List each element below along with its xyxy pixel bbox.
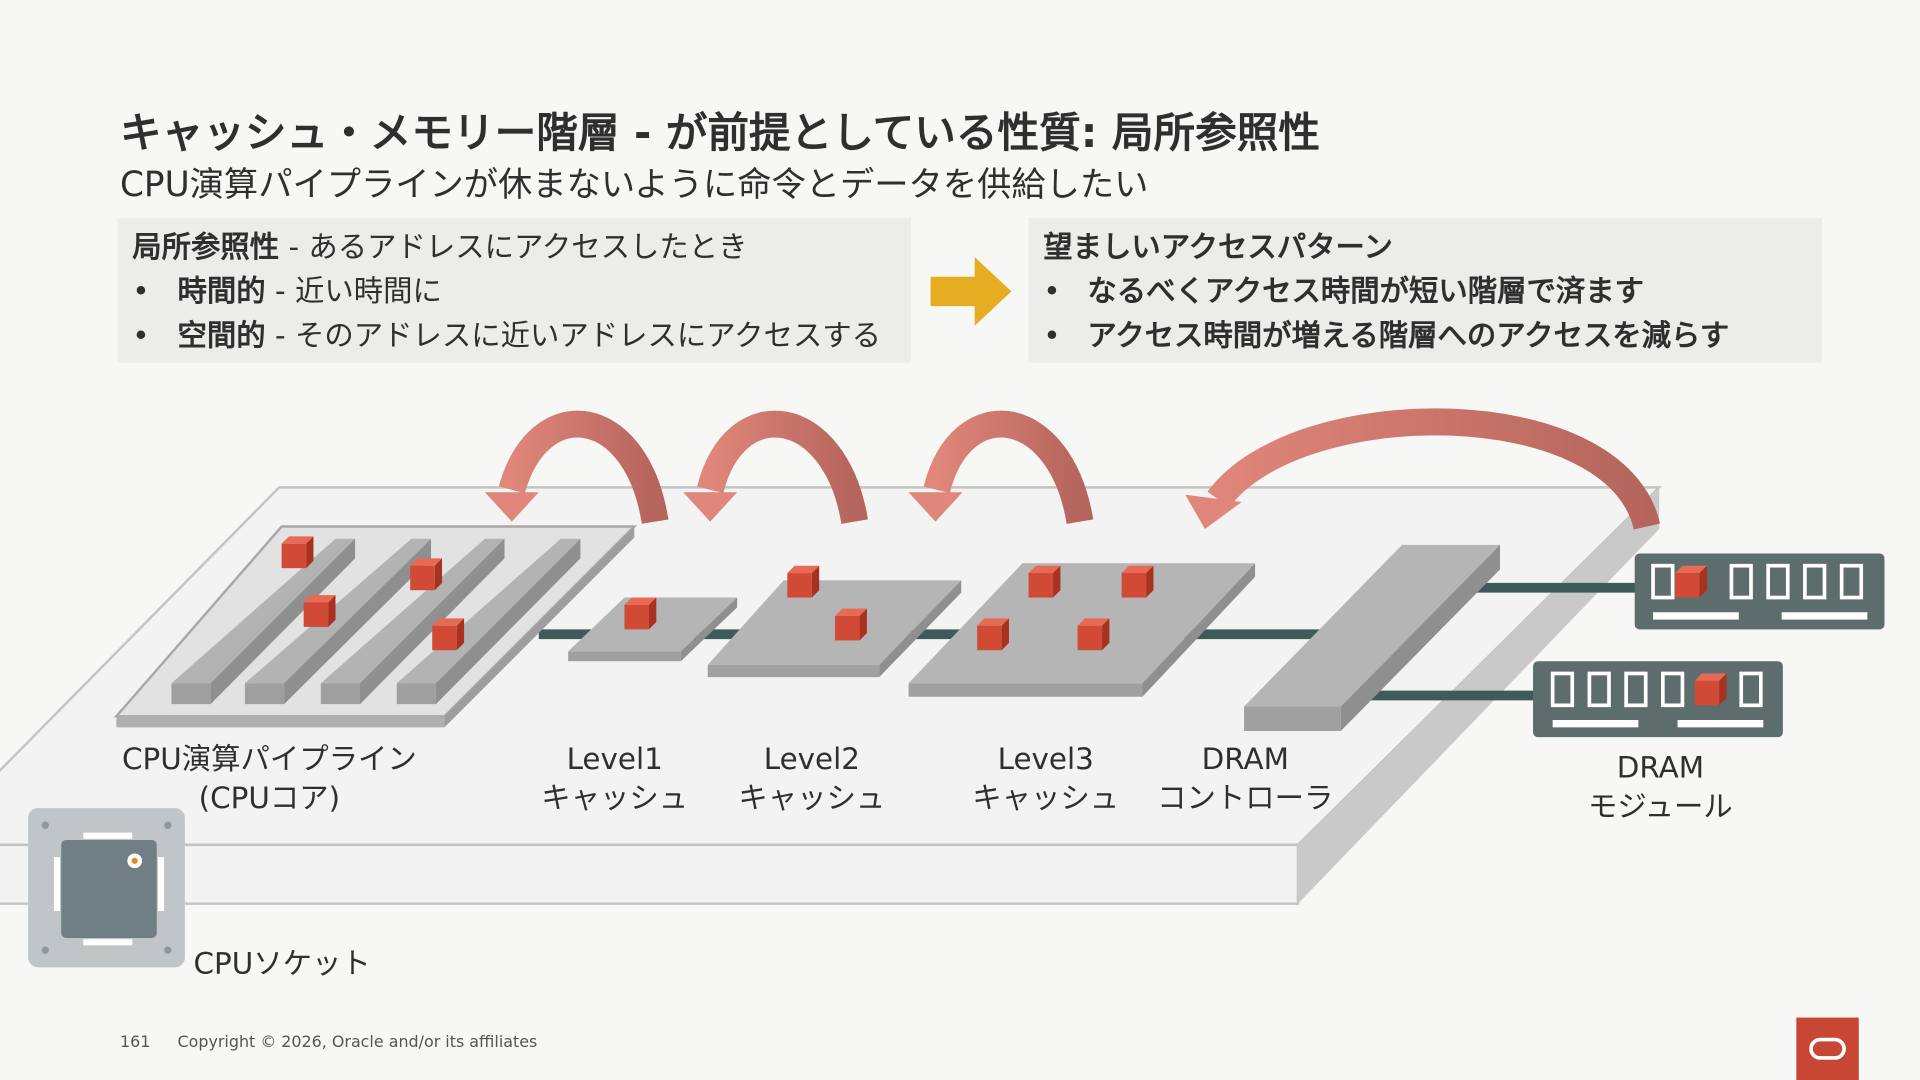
dram-module-label: DRAM [1617, 751, 1704, 785]
pattern-item: なるべくアクセス時間が短い階層で済ます [1087, 274, 1644, 308]
bullet: • [132, 318, 149, 352]
dram-controller-block [1244, 544, 1500, 732]
dram-module-label: モジュール [1588, 790, 1733, 824]
cpu-pipeline-label: CPU演算パイプライン [122, 742, 417, 776]
oracle-logo [1796, 1017, 1859, 1080]
cpu-pipeline-block [113, 525, 638, 728]
dram-module-1 [1634, 553, 1885, 630]
svg-text:空間的 - そのアドレスに近いアドレスにアクセスする: 空間的 - そのアドレスに近いアドレスにアクセスする [178, 318, 881, 352]
access-pattern-heading: 望ましいアクセスパターン [1043, 230, 1393, 264]
copyright: Copyright © 2026, Oracle and/or its affi… [178, 1032, 538, 1051]
dram-controller-label: コントローラ [1157, 781, 1333, 815]
access-pattern-box: 望ましいアクセスパターン • なるべくアクセス時間が短い階層で済ます • アクセ… [1028, 217, 1823, 363]
dram-module-2 [1533, 661, 1783, 738]
l3-label: キャッシュ [972, 781, 1119, 815]
temporal-label: 時間的 [178, 274, 266, 308]
spatial-desc: - そのアドレスに近いアドレスにアクセスする [266, 318, 881, 352]
arrowhead-icon [484, 492, 1242, 529]
l1-label: キャッシュ [541, 781, 688, 815]
right-arrow-icon [930, 257, 1012, 326]
cpu-socket-label: CPUソケット [193, 946, 370, 980]
page-subtitle: CPU演算パイプラインが休まないように命令とデータを供給したい [120, 165, 1148, 205]
l2-label: キャッシュ [738, 781, 885, 815]
svg-text:時間的 - 近い時間に: 時間的 - 近い時間に [178, 274, 442, 308]
locality-heading: 局所参照性 [132, 230, 279, 264]
bullet: • [1043, 318, 1060, 352]
locality-heading-rest: - あるアドレスにアクセスしたとき [279, 230, 747, 264]
l3-label: Level3 [998, 742, 1094, 776]
page-number: 161 [120, 1032, 150, 1051]
bullet: • [132, 274, 149, 308]
locality-box: 局所参照性 - あるアドレスにアクセスしたとき • 時間的 - 近い時間に • … [117, 217, 912, 363]
l2-cache-block [707, 565, 962, 678]
spatial-label: 空間的 [178, 318, 266, 352]
svg-text:局所参照性 - あるアドレスにアクセスしたとき: 局所参照性 - あるアドレスにアクセスしたとき [132, 230, 747, 264]
l2-label: Level2 [764, 742, 860, 776]
l3-cache-block [908, 563, 1256, 697]
temporal-desc: - 近い時間に [266, 274, 442, 308]
l1-label: Level1 [567, 742, 663, 776]
data-flow-arrows [498, 408, 1661, 531]
dram-controller-label: DRAM [1202, 742, 1289, 776]
cpu-pipeline-label: (CPUコア) [199, 781, 340, 815]
pattern-item: アクセス時間が増える階層へのアクセスを減らす [1087, 318, 1729, 352]
page-title: キャッシュ・メモリー階層 - が前提としている性質: 局所参照性 [120, 108, 1320, 157]
bullet: • [1043, 274, 1060, 308]
cpu-socket-icon [28, 808, 185, 968]
